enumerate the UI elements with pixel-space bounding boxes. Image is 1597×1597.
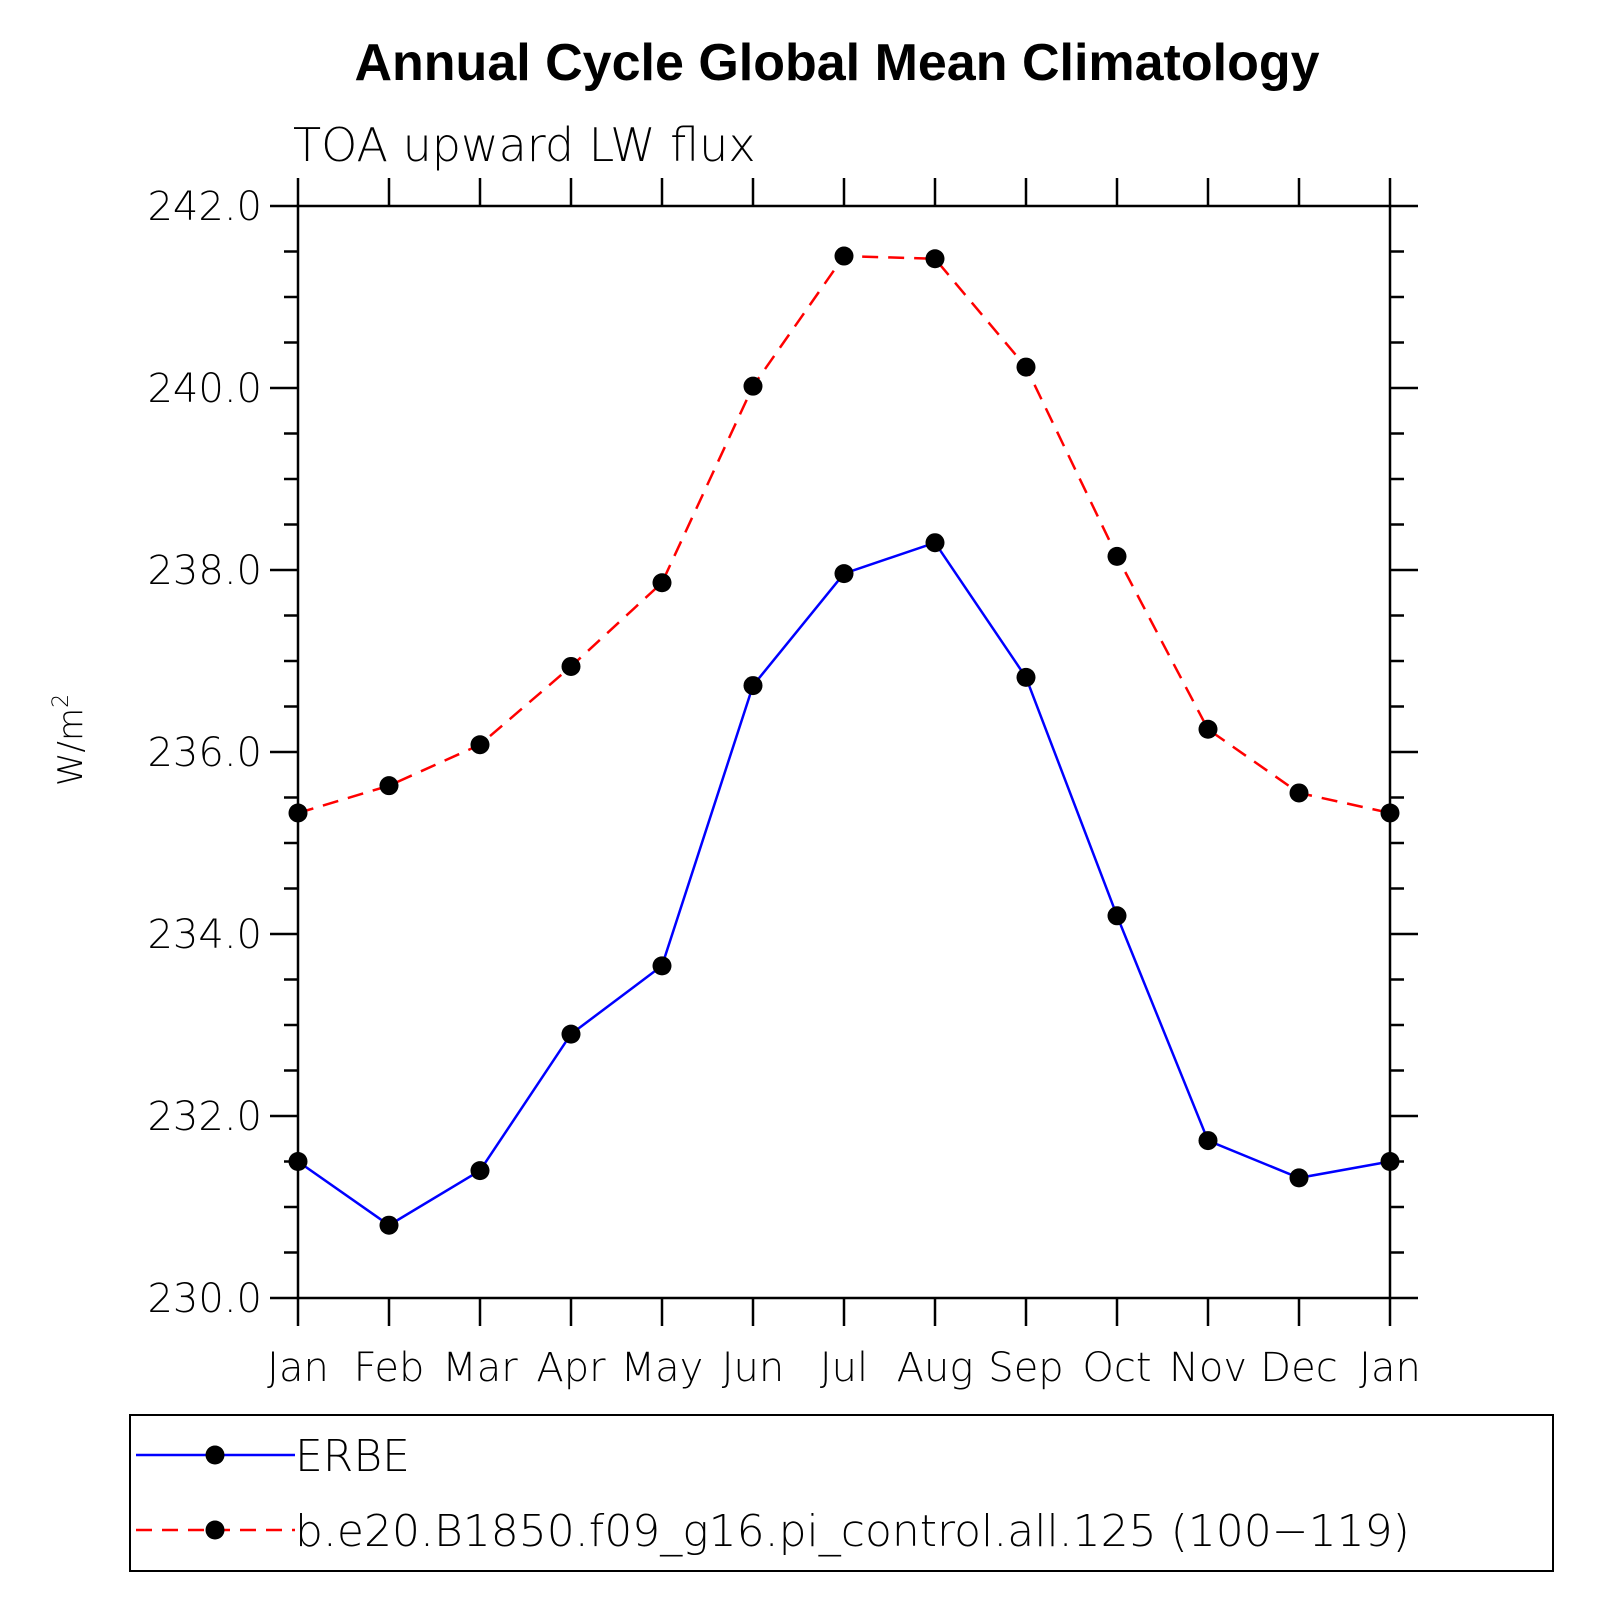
- series-1-point: [288, 1152, 308, 1171]
- x-tick-label: Jul: [820, 1345, 868, 1391]
- series-2-point: [470, 735, 490, 755]
- series-line-1: [297, 541, 1391, 1227]
- y-axis-label-superscript: 2: [49, 694, 74, 708]
- x-tick-label: Mar: [442, 1345, 518, 1391]
- series-2-point: [743, 376, 763, 396]
- y-tick-label: 242.0: [147, 184, 262, 230]
- legend-box: [129, 1414, 1554, 1572]
- series-1-point: [1107, 906, 1127, 926]
- series-1-point: [1380, 1152, 1400, 1171]
- series-2-point: [288, 803, 308, 823]
- x-tick-label: Aug: [897, 1345, 974, 1391]
- y-axis-label: W/m2: [49, 694, 91, 786]
- x-tick-label: Jan: [267, 1345, 329, 1391]
- y-tick-label: 238.0: [147, 548, 262, 594]
- legend-marker-2: [205, 1520, 225, 1540]
- x-tick-label: May: [621, 1345, 704, 1391]
- legend-label-1: ERBE: [295, 1431, 410, 1482]
- series-2-point: [1107, 546, 1127, 566]
- y-tick-label: 236.0: [147, 730, 262, 776]
- series-1-point: [1198, 1131, 1218, 1151]
- series-1-point: [743, 676, 763, 696]
- series-2-point: [1016, 357, 1036, 377]
- series-1-point: [1289, 1168, 1309, 1188]
- chart-subtitle: TOA upward LW flux: [293, 118, 756, 172]
- series-2-point: [1289, 783, 1309, 803]
- series-2-point: [652, 573, 672, 593]
- y-tick-label: 234.0: [147, 912, 262, 958]
- legend: ERBE b.e20.B1850.f09_g16.pi_control.all.1…: [129, 1414, 1554, 1572]
- x-tick-label: Feb: [354, 1345, 425, 1391]
- y-axis-label-unit: W/m: [51, 708, 91, 786]
- series-2-point: [1380, 803, 1400, 823]
- series-1-point: [925, 533, 945, 553]
- x-tick-label: Apr: [536, 1345, 606, 1391]
- y-tick-label: 240.0: [147, 366, 262, 412]
- series-1-point: [561, 1024, 581, 1044]
- plot-area: 230.0 232.0 234.0 236.0 238.0 240.0 242.0 Jan Fe…: [147, 178, 1421, 1391]
- series-line-2: [297, 254, 1391, 815]
- x-tick-label: Nov: [1169, 1345, 1247, 1391]
- y-tick-label: 232.0: [147, 1094, 262, 1140]
- series-1-point: [379, 1215, 399, 1235]
- series-1-point: [834, 564, 854, 584]
- plot-frame: [296, 204, 1392, 1300]
- series-2-point: [834, 246, 854, 266]
- series-2-point: [925, 249, 945, 269]
- series-2-point: [561, 656, 581, 676]
- series-1-point: [1016, 667, 1036, 687]
- series-1-point: [652, 956, 672, 976]
- x-tick-label: Jan: [1359, 1345, 1421, 1391]
- x-tick-label: Sep: [988, 1345, 1063, 1391]
- x-tick-label: Jun: [722, 1345, 785, 1391]
- chart-title: Annual Cycle Global Mean Climatology: [354, 34, 1319, 92]
- series-2-point: [379, 776, 399, 796]
- x-tick-label: Dec: [1260, 1345, 1337, 1391]
- series-1-point: [470, 1161, 490, 1181]
- x-tick-label: Oct: [1082, 1345, 1151, 1391]
- legend-marker-1: [205, 1445, 225, 1465]
- legend-label-2: b.e20.B1850.f09_g16.pi_control.all.125 (…: [295, 1506, 1410, 1557]
- series-2-point: [1198, 719, 1218, 739]
- y-tick-label: 230.0: [147, 1276, 262, 1322]
